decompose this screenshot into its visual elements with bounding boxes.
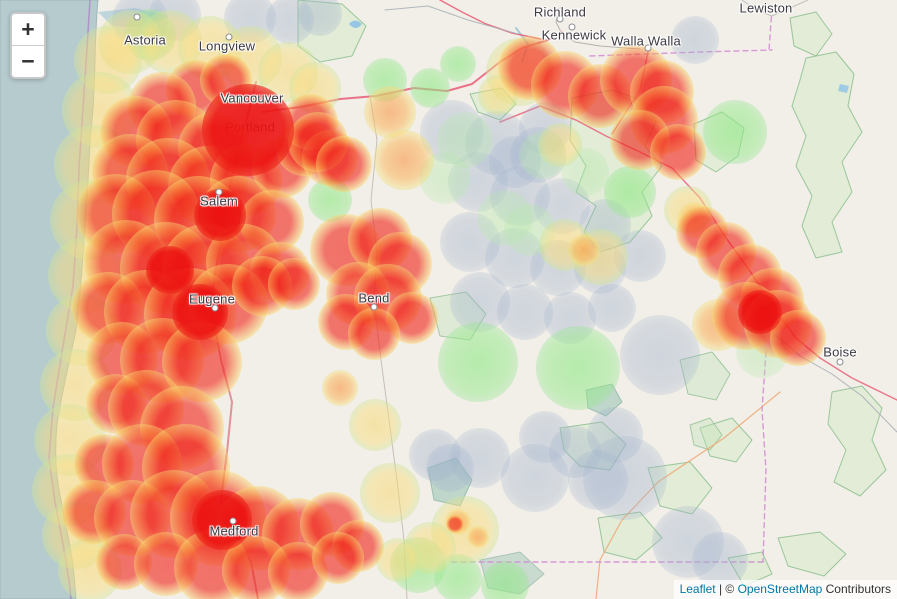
road-top-pink bbox=[439, 0, 546, 41]
border-wa-id bbox=[768, 7, 773, 51]
lake-small-2 bbox=[838, 84, 849, 93]
marsh-klamath-1 bbox=[427, 457, 473, 507]
city-label-kennewick: Kennewick bbox=[541, 27, 607, 43]
road-us95-orange bbox=[595, 391, 781, 599]
forest-south-1 bbox=[559, 421, 627, 471]
forest-corner-se bbox=[777, 531, 847, 577]
city-dot-salem bbox=[215, 188, 223, 196]
forest-mid-right bbox=[679, 351, 731, 401]
city-label-longview: Longview bbox=[198, 38, 256, 54]
forest-south-3 bbox=[699, 417, 753, 463]
city-label-walla-walla: Walla Walla bbox=[611, 33, 681, 49]
city-label-salem: Salem bbox=[200, 193, 238, 209]
leaflet-link[interactable]: Leaflet bbox=[679, 582, 716, 596]
city-dot-walla-walla bbox=[644, 44, 652, 52]
attribution-bar: Leaflet | © OpenStreetMap Contributors bbox=[673, 580, 897, 599]
forest-south-2 bbox=[647, 461, 713, 515]
city-label-bend: Bend bbox=[358, 290, 390, 306]
forest-idaho-mid bbox=[827, 385, 887, 497]
border-or-id bbox=[761, 351, 767, 563]
openstreetmap-link[interactable]: OpenStreetMap bbox=[737, 582, 823, 596]
attribution-separator: | © bbox=[715, 582, 738, 596]
city-dot-longview bbox=[225, 33, 233, 41]
city-label-eugene: Eugene bbox=[188, 291, 236, 307]
city-dot-richland bbox=[556, 15, 564, 23]
attribution-suffix: Contributors bbox=[822, 582, 891, 596]
forest-near-border bbox=[689, 417, 723, 451]
city-label-vancouver: Vancouver bbox=[220, 90, 284, 106]
city-dot-kennewick bbox=[568, 23, 576, 31]
city-dot-medford bbox=[229, 517, 237, 525]
forest-south-4 bbox=[597, 511, 663, 561]
city-label-astoria: Astoria bbox=[124, 32, 166, 48]
city-dot-bend bbox=[370, 303, 378, 311]
city-dot-boise bbox=[836, 358, 844, 366]
city-dot-astoria bbox=[133, 13, 141, 21]
road-top-gray bbox=[384, 5, 519, 35]
city-label-boise: Boise bbox=[823, 344, 857, 360]
city-label-richland: Richland bbox=[533, 4, 587, 20]
road-lewiston bbox=[741, 0, 809, 17]
city-label-medford: Medford bbox=[209, 523, 259, 539]
zoom-out-button[interactable]: − bbox=[12, 46, 44, 77]
forest-idaho-north bbox=[791, 51, 863, 259]
city-dot-eugene bbox=[211, 304, 219, 312]
lake-small-1 bbox=[349, 20, 362, 28]
zoom-in-button[interactable]: + bbox=[12, 14, 44, 46]
forest-corner-se2 bbox=[727, 551, 773, 587]
forest-lewiston bbox=[789, 11, 833, 57]
zoom-control: + − bbox=[10, 12, 46, 79]
city-label-lewiston: Lewiston bbox=[739, 0, 793, 16]
